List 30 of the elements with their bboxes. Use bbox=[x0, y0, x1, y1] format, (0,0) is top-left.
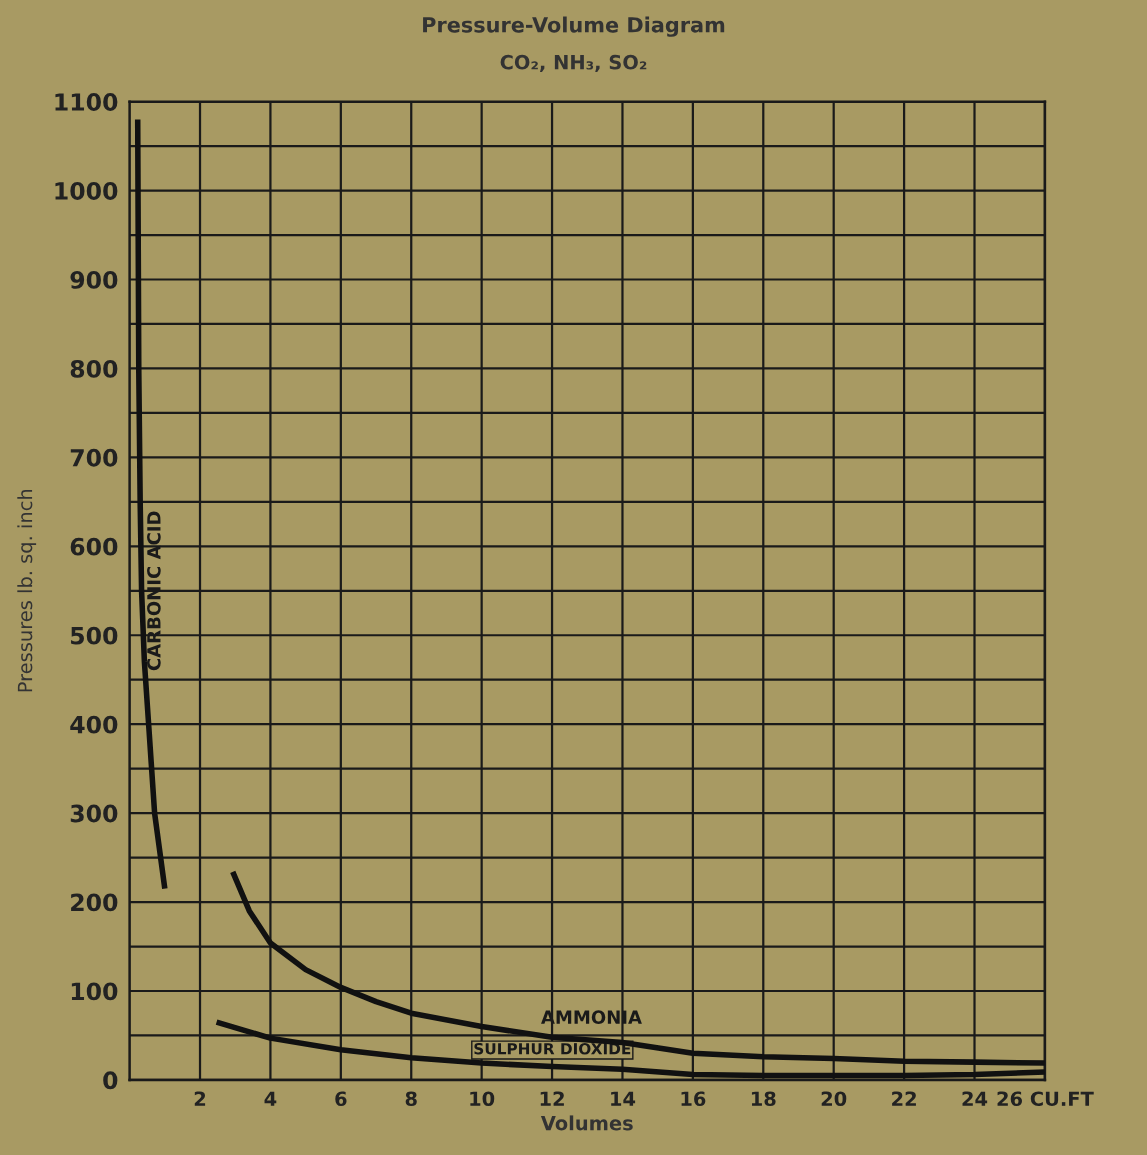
y-tick-label: 1000 bbox=[55, 182, 118, 200]
text: CARBONIC ACID bbox=[147, 511, 161, 671]
x-axis-title: Volumes bbox=[540, 1115, 633, 1131]
y-tick-label: 0 bbox=[103, 1071, 118, 1090]
x-tick-label: 20 bbox=[821, 1091, 847, 1107]
x-tick-label: 6 bbox=[335, 1091, 347, 1107]
x-tick-label: 14 bbox=[611, 1091, 636, 1106]
x-tick-label: 22 bbox=[892, 1091, 916, 1106]
y-tick-label: 1100 bbox=[55, 93, 118, 111]
y-tick-label: 400 bbox=[70, 715, 118, 734]
y-tick-label: 700 bbox=[70, 448, 118, 467]
y-tick-label: 100 bbox=[71, 982, 118, 1001]
y-tick-label: 600 bbox=[70, 537, 118, 556]
x-tick-label: 4 bbox=[264, 1091, 277, 1106]
y-tick-label: 500 bbox=[71, 626, 118, 645]
x-tick-label: 8 bbox=[405, 1091, 417, 1107]
chart-title: Pressure-Volume Diagram bbox=[423, 16, 725, 37]
x-tick-label: 2 bbox=[194, 1091, 206, 1106]
x-tick-label: 10 bbox=[470, 1091, 495, 1107]
x-tick-label: 18 bbox=[751, 1091, 776, 1107]
y-tick-label: 900 bbox=[70, 270, 118, 289]
chart-subtitle: CO₂, NH₃, SO₂ bbox=[500, 54, 647, 73]
x-tick-label: 12 bbox=[540, 1091, 564, 1106]
y-tick-label: 800 bbox=[70, 359, 118, 378]
y-tick-label: 300 bbox=[70, 804, 118, 823]
x-tick-label: 16 bbox=[681, 1091, 706, 1107]
x-tick-label: 26 CU.FT bbox=[997, 1091, 1094, 1107]
y-tick-label: 200 bbox=[71, 893, 118, 912]
x-tick-label: 24 bbox=[962, 1091, 988, 1106]
y-axis-title: Pressures lb. sq. inch bbox=[17, 489, 37, 692]
